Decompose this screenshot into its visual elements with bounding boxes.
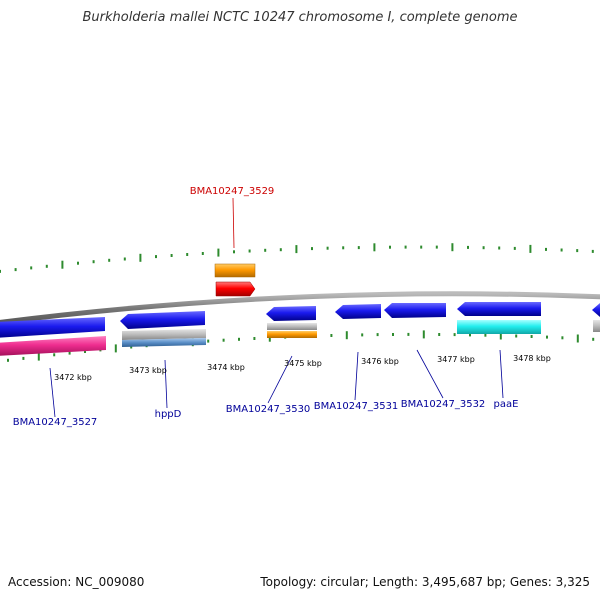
gene-label-bma10247-3532[interactable]: BMA10247_3532 [401, 399, 486, 410]
feature-bma10247-3527[interactable] [0, 317, 105, 338]
gene-label-paae[interactable]: paaE [494, 399, 519, 410]
feature-bma10247-3529-orange[interactable] [214, 263, 256, 278]
feature-bma10247-3530-orange[interactable] [267, 331, 317, 338]
map-title: Burkholderia mallei NCTC 10247 chromosom… [82, 10, 518, 25]
scale-label: 3473 kbp [129, 366, 167, 375]
leader-bma10247-3527 [49, 367, 56, 418]
feature-hppd-steel[interactable] [122, 338, 206, 347]
leader-bma10247-3529 [232, 197, 235, 249]
gene-label-hppd[interactable]: hppD [155, 409, 182, 420]
feature-right-edge[interactable] [592, 303, 600, 332]
upper-scale-ticks [0, 243, 594, 273]
leader-bma10247-3530 [267, 355, 293, 404]
leader-bma10247-3532 [416, 349, 444, 399]
feature-paae[interactable] [457, 302, 541, 316]
topology-text: Topology: circular; Length: 3,495,687 bp… [260, 575, 590, 589]
feature-bma10247-3527-pink[interactable] [0, 336, 106, 356]
backbone-arc [0, 291, 600, 325]
scale-label: 3477 kbp [437, 355, 475, 364]
leader-bma10247-3531 [354, 351, 359, 401]
accession-text: Accession: NC_009080 [8, 575, 145, 589]
feature-bma10247-3532[interactable] [384, 303, 446, 318]
scale-label: 3475 kbp [284, 359, 322, 368]
gene-label-bma10247-3529[interactable]: BMA10247_3529 [190, 186, 275, 197]
feature-bma10247-3530-gray[interactable] [267, 323, 317, 330]
scale-label: 3476 kbp [361, 357, 399, 366]
feature-bma10247-3531[interactable] [335, 304, 381, 319]
leader-paae [499, 349, 504, 399]
gene-label-bma10247-3527[interactable]: BMA10247_3527 [13, 417, 98, 428]
gene-label-bma10247-3530[interactable]: BMA10247_3530 [226, 404, 311, 415]
gene-label-bma10247-3531[interactable]: BMA10247_3531 [314, 401, 399, 412]
scale-label: 3474 kbp [207, 363, 245, 372]
feature-hppd[interactable] [120, 311, 205, 329]
feature-hppd-gray[interactable] [122, 329, 206, 340]
feature-bma10247-3530[interactable] [266, 306, 316, 321]
scale-label: 3478 kbp [513, 354, 551, 363]
feature-bma10247-3529[interactable] [215, 281, 256, 297]
leader-hppd [164, 359, 168, 409]
scale-label: 3472 kbp [54, 373, 92, 382]
feature-paae-cyan[interactable] [457, 320, 541, 334]
